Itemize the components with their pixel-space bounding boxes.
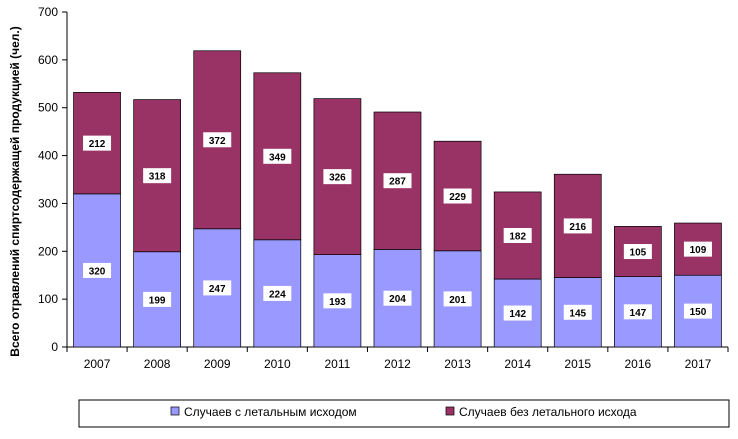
- data-label-nonlethal-2013: 229: [449, 192, 466, 203]
- y-tick-label: 0: [51, 340, 58, 354]
- axes-layer: 0 100 200 300 400 500 600 700 Всего отравлений с…: [8, 5, 729, 371]
- legend-swatch-lethal: [170, 406, 180, 416]
- data-label-bg: [683, 241, 712, 257]
- data-label-lethal-2009: 247: [209, 284, 226, 295]
- data-label-bg: [323, 169, 352, 185]
- data-label-nonlethal-2009: 372: [209, 136, 226, 147]
- data-label-nonlethal-2011: 326: [329, 173, 346, 184]
- x-tick-label-2017: 2017: [685, 357, 712, 371]
- data-label-bg: [383, 173, 412, 189]
- data-label-lethal-2008: 199: [149, 295, 166, 306]
- data-label-bg: [443, 291, 472, 307]
- data-label-bg: [563, 218, 592, 234]
- data-label-bg: [263, 285, 292, 301]
- y-tick-label: 500: [38, 101, 58, 115]
- data-label-nonlethal-2007: 212: [89, 139, 106, 150]
- data-label-nonlethal-2014: 182: [509, 231, 526, 242]
- data-label-bg: [503, 227, 532, 243]
- data-label-bg: [83, 262, 112, 278]
- data-label-nonlethal-2008: 318: [149, 172, 166, 183]
- x-tick-label-2012: 2012: [384, 357, 411, 371]
- data-label-bg: [263, 148, 292, 164]
- data-label-bg: [443, 188, 472, 204]
- data-label-lethal-2011: 193: [329, 297, 346, 308]
- data-label-nonlethal-2015: 216: [569, 222, 586, 233]
- data-label-bg: [143, 168, 172, 184]
- y-tick-label: 400: [38, 149, 58, 163]
- data-label-bg: [683, 303, 712, 319]
- data-label-lethal-2012: 204: [389, 294, 406, 305]
- legend-swatch-nonlethal: [445, 406, 455, 416]
- legend: Случаев с летальным исходом Случаев без л…: [78, 399, 730, 428]
- bar-nonlethal-2014: [493, 191, 542, 280]
- data-label-bg: [383, 290, 412, 306]
- data-label-bg: [203, 280, 232, 296]
- data-label-bg: [623, 304, 652, 320]
- legend-box: [78, 399, 730, 428]
- legend-label-nonlethal: Случаев без летального исхода: [459, 405, 637, 419]
- y-tick-label: 200: [38, 244, 58, 258]
- data-label-lethal-2007: 320: [89, 266, 106, 277]
- data-label-nonlethal-2012: 287: [389, 177, 406, 188]
- data-labels-layer: 320 212 199 318 247 372 224 349 193 326 204 287 201 2…: [83, 132, 712, 321]
- y-tick-label: 700: [38, 5, 58, 19]
- data-label-nonlethal-2010: 349: [269, 152, 286, 163]
- x-tick-label-2011: 2011: [325, 357, 351, 371]
- x-tick-label-2013: 2013: [444, 357, 471, 371]
- y-axis-title: Всего отравлений спиртсодержащей продукц…: [8, 26, 22, 356]
- data-label-nonlethal-2016: 105: [630, 248, 647, 259]
- data-label-bg: [83, 135, 112, 151]
- y-tick-label: 300: [38, 196, 58, 210]
- x-tick-label-2014: 2014: [504, 357, 531, 371]
- x-tick-label-2010: 2010: [264, 357, 291, 371]
- data-label-bg: [323, 293, 352, 309]
- x-tick-label-2008: 2008: [144, 357, 171, 371]
- x-tick-label-2007: 2007: [84, 357, 111, 371]
- data-label-lethal-2014: 142: [509, 309, 526, 320]
- y-tick-label: 600: [38, 53, 58, 67]
- y-tick-label: 100: [38, 292, 58, 306]
- x-tick-label-2016: 2016: [625, 357, 652, 371]
- data-label-bg: [503, 305, 532, 321]
- data-label-lethal-2015: 145: [569, 308, 586, 319]
- data-label-lethal-2013: 201: [449, 295, 466, 306]
- data-label-bg: [143, 291, 172, 307]
- legend-label-lethal: Случаев с летальным исходом: [184, 405, 357, 419]
- data-label-lethal-2016: 147: [630, 308, 647, 319]
- data-label-nonlethal-2017: 109: [690, 245, 707, 256]
- data-label-bg: [563, 304, 592, 320]
- data-label-lethal-2010: 224: [269, 289, 286, 300]
- data-label-bg: [623, 244, 652, 260]
- x-tick-label-2015: 2015: [564, 357, 591, 371]
- data-label-bg: [203, 132, 232, 148]
- x-tick-label-2009: 2009: [204, 357, 231, 371]
- data-label-lethal-2017: 150: [690, 307, 707, 318]
